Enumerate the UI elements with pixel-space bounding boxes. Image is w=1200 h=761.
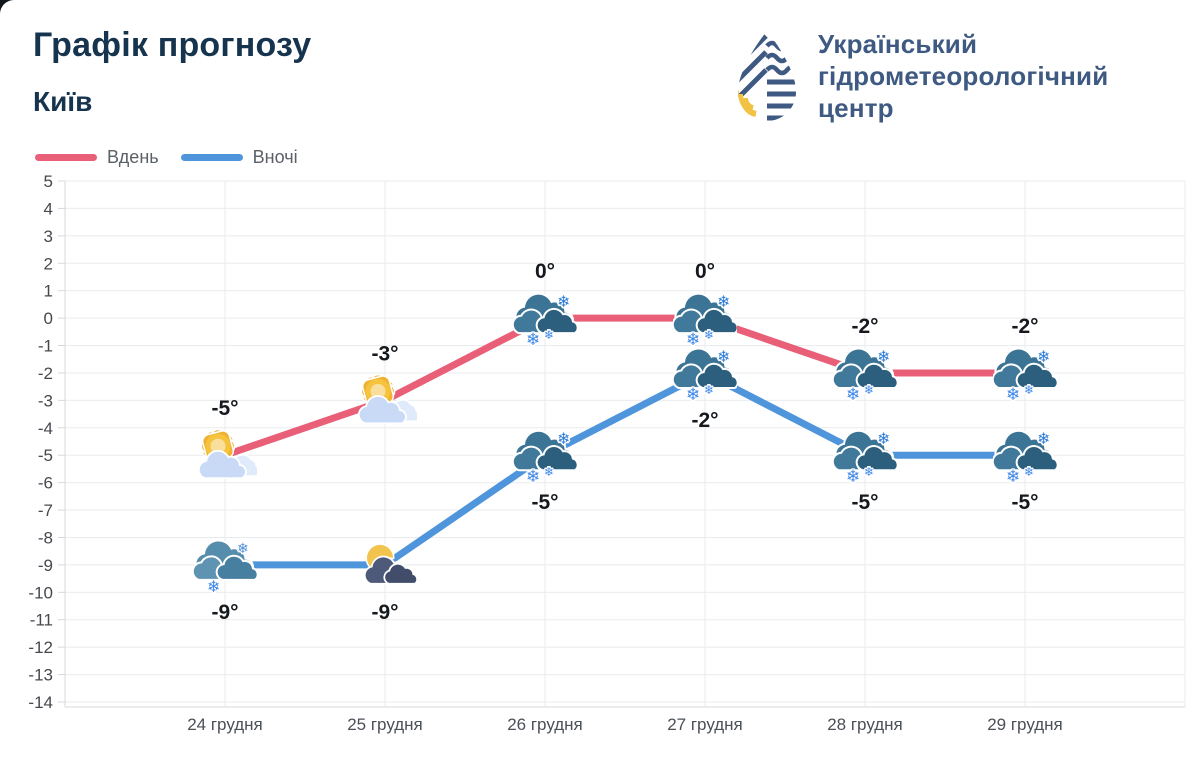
y-tick-label: -10: [28, 583, 53, 602]
y-tick-label: -9: [38, 556, 53, 575]
city-subtitle: Київ: [33, 86, 93, 117]
temperature-label: -2°: [851, 315, 878, 338]
temperature-label: -9°: [371, 601, 398, 624]
y-tick-label: -13: [28, 666, 53, 685]
y-tick-label: -4: [38, 419, 53, 438]
org-name-line: центр: [818, 93, 894, 123]
chart-point-labels: -5° -3° 0° 0° -2° -2° -9° -9° -5° -2° -5° -5°: [211, 260, 1038, 624]
y-tick-label: 3: [44, 227, 53, 246]
legend-swatch-night: [180, 154, 243, 161]
chart-axes: 5 4 3 2 1 0 -1 -2 -3 -4 -5 -6 -7 -8 -9 -10 -11 -12 -13 -14 2…: [28, 172, 1186, 734]
y-tick-label: -11: [30, 611, 53, 630]
y-tick-label: 5: [44, 172, 53, 191]
sun-behind-cloud-icon: [197, 427, 257, 479]
y-tick-label: -3: [38, 391, 53, 410]
snow-cloud-icon: [673, 344, 737, 401]
snow-cloud-icon: [993, 344, 1057, 401]
temperature-label: 0°: [535, 260, 555, 283]
y-tick-label: 1: [44, 282, 53, 301]
y-tick-label: -14: [28, 693, 53, 712]
chart-series-lines: [221, 314, 1029, 569]
y-tick-label: -7: [38, 501, 53, 520]
x-tick-label: 28 грудня: [827, 715, 903, 734]
chart-legend: Вдень Вночі: [35, 147, 320, 168]
sun-behind-cloud-icon: [357, 372, 417, 425]
y-tick-label: -2: [38, 364, 53, 383]
y-tick-label: 4: [44, 199, 53, 218]
snow-cloud-icon: [513, 290, 577, 347]
legend-swatch-day: [35, 154, 97, 161]
temperature-label: -5°: [531, 491, 558, 514]
legend-label-night: Вночі: [252, 147, 298, 167]
uhmc-drop-icon: [738, 31, 796, 121]
temperature-label: -9°: [211, 601, 238, 624]
series-line-night: [221, 369, 1029, 569]
x-tick-label: 26 грудня: [507, 715, 583, 734]
y-tick-label: 0: [44, 309, 53, 328]
x-tick-label: 24 грудня: [187, 715, 263, 734]
snow-cloud-icon: [833, 427, 897, 484]
x-tick-label: 29 грудня: [987, 715, 1063, 734]
snow-cloud-icon: [673, 290, 737, 347]
x-tick-label: 25 грудня: [347, 715, 423, 734]
snow-cloud-icon: [993, 427, 1057, 484]
y-tick-label: 2: [44, 254, 53, 273]
temperature-label: -5°: [851, 491, 878, 514]
temperature-label: -3°: [371, 342, 398, 365]
y-tick-label: -8: [38, 528, 53, 547]
snow-cloud-icon: [513, 427, 577, 484]
uhmc-logo: Український гідрометеорологічний центр: [736, 28, 1108, 124]
y-tick-label: -12: [28, 638, 53, 657]
temperature-label: -2°: [691, 409, 718, 432]
y-tick-label: -5: [38, 446, 53, 465]
x-tick-label: 27 грудня: [667, 715, 743, 734]
y-tick-label: -6: [38, 474, 53, 493]
legend-label-day: Вдень: [107, 147, 159, 167]
temperature-label: -5°: [1011, 491, 1038, 514]
series-line-day: [221, 314, 1029, 459]
org-name-line: гідрометеорологічний: [818, 61, 1109, 91]
page-title: Графік прогнозу: [33, 26, 312, 64]
chart-weather-icons: [193, 290, 1057, 593]
org-name-line: Український: [818, 29, 978, 59]
temperature-label: -5°: [211, 397, 238, 420]
uhmc-org-name: Український гідрометеорологічний центр: [818, 28, 1108, 124]
y-tick-label: -1: [38, 337, 53, 356]
temperature-label: -2°: [1011, 315, 1038, 338]
page-corner-decoration: [0, 0, 20, 22]
snow-cloud-icon: [833, 344, 897, 401]
temperature-label: 0°: [695, 260, 715, 283]
